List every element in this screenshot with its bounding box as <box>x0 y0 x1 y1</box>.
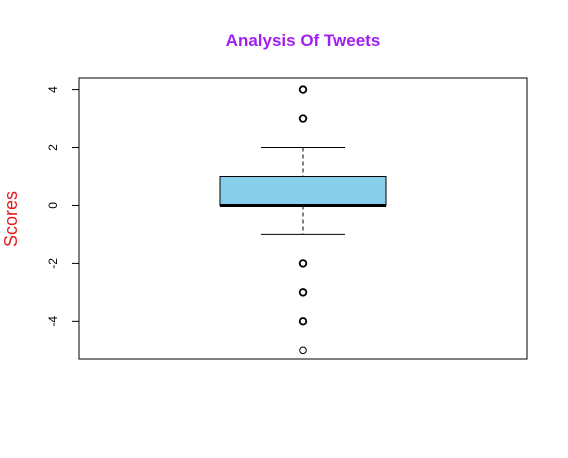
y-axis-label: Scores <box>1 191 21 247</box>
y-tick-label: 0 <box>46 202 60 209</box>
y-tick-label: 2 <box>46 144 60 151</box>
outlier-point <box>298 259 308 268</box>
outlier-point <box>299 346 307 355</box>
chart-title: Analysis Of Tweets <box>226 31 381 50</box>
outlier-point <box>298 85 308 94</box>
outlier-point <box>298 288 308 297</box>
interquartile-box <box>219 175 387 206</box>
outlier-point <box>298 317 308 326</box>
plot-frame <box>78 77 528 360</box>
outlier-point <box>298 114 308 123</box>
outlier-points <box>298 85 308 355</box>
y-tick-label: -2 <box>46 258 60 269</box>
box-group <box>219 147 387 235</box>
y-tick-label: -4 <box>46 316 60 327</box>
y-tick-label: 4 <box>46 86 60 93</box>
y-axis-ticks: 4 2 0 -2 -4 <box>46 86 79 327</box>
